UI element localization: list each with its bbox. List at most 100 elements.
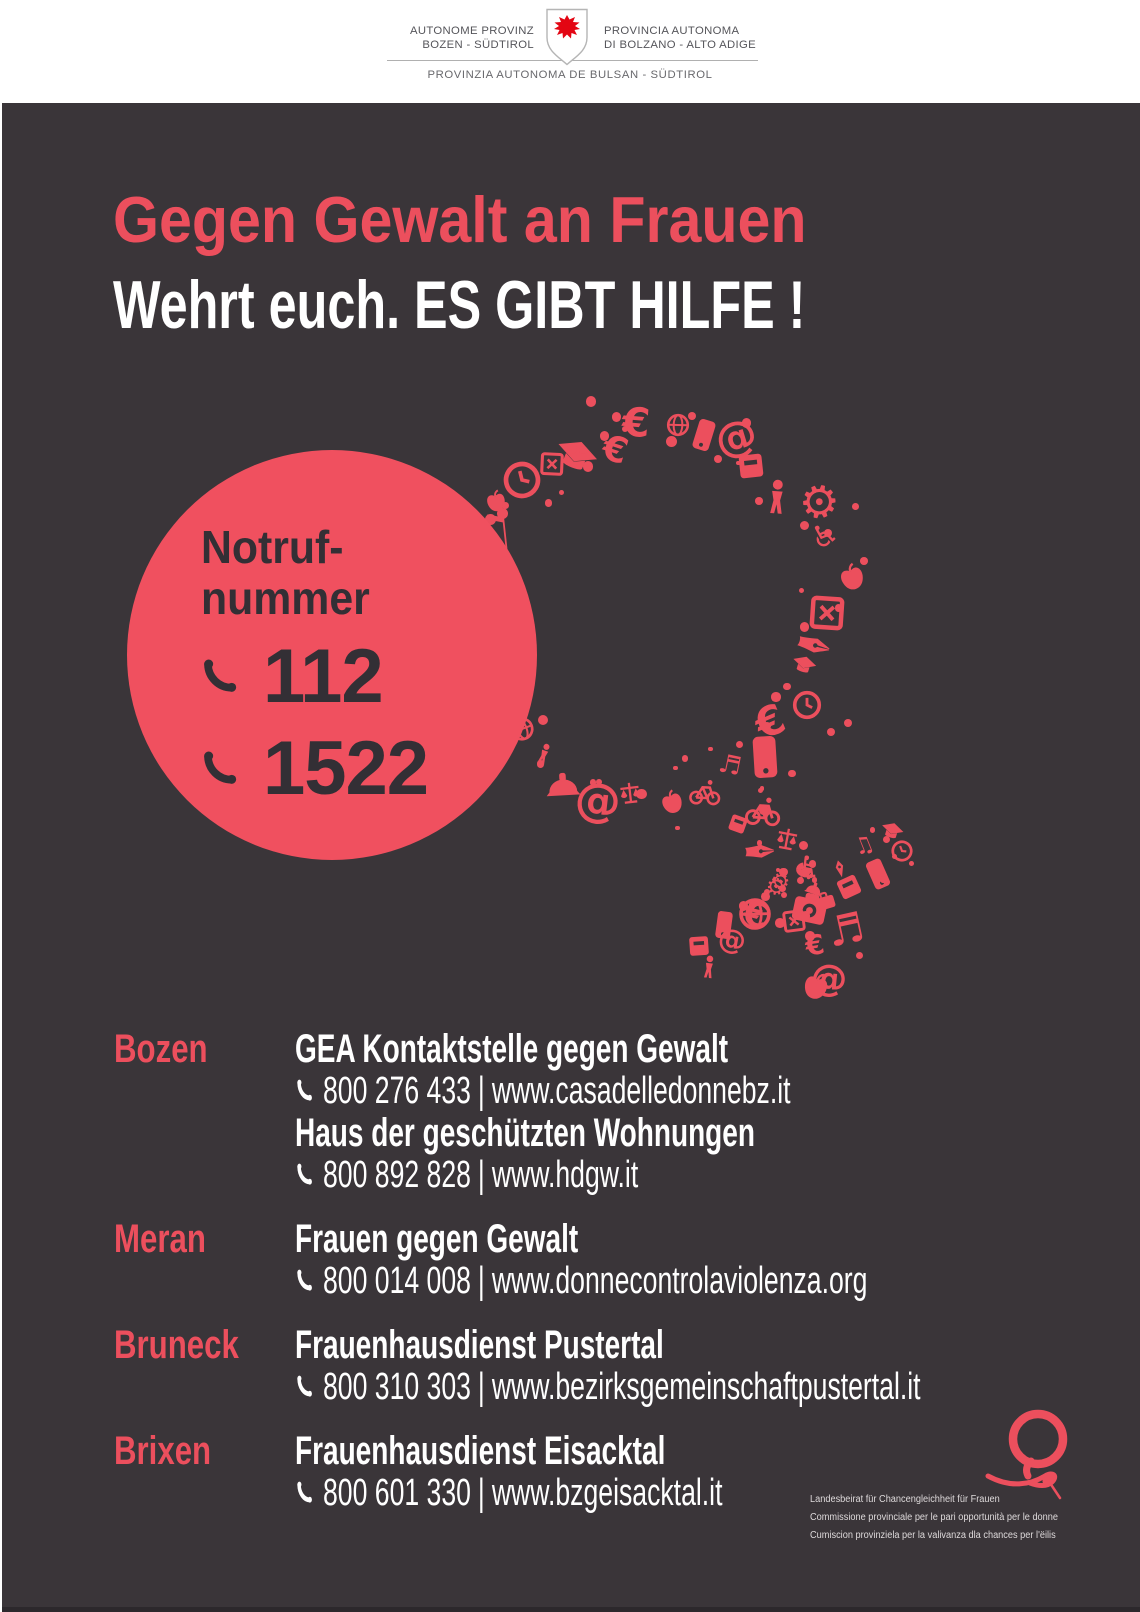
organization-name: GEA Kontaktstelle gegen Gewalt [295, 1027, 729, 1071]
footer-credit-line-lad: Cumiscion provinziela per la valivanza d… [810, 1530, 1056, 1541]
dot-icon [596, 778, 602, 785]
dot-icon [806, 897, 813, 903]
dot-icon [558, 489, 564, 495]
dot-icon [589, 778, 597, 786]
city-label: Bozen [114, 1027, 208, 1071]
dot-icon [585, 396, 596, 407]
smartphone-icon [692, 418, 716, 451]
dot-icon [805, 931, 816, 942]
phone-handset-icon [199, 749, 239, 789]
header-left-line1: AUTONOME PROVINZ [409, 25, 534, 37]
footer-credits: Landesbeirat für Chancengleichheit für F… [810, 1491, 1058, 1545]
dot-icon [855, 951, 863, 960]
organization-name: Frauenhausdienst Pustertal [295, 1323, 664, 1367]
phone-line: 800 601 330 | www.bzgeisacktal.it [295, 1472, 840, 1514]
book-icon [689, 936, 709, 956]
phone-line: 800 310 303 | www.bezirksgemeinschaftpuste… [295, 1366, 921, 1408]
emergency-number-circle: Notruf- nummer 112 1522 [127, 450, 537, 860]
bicycle-icon [744, 797, 781, 827]
apple-icon [487, 489, 505, 512]
header-right-line2: DI BOLZANO - ALTO ADIGE [604, 38, 757, 51]
dot-icon [778, 867, 788, 877]
pen-nib-icon [835, 860, 843, 878]
at-sign-icon: @ [715, 920, 749, 958]
dot-icon [775, 867, 780, 872]
divider: | [477, 1260, 485, 1302]
dot-icon [852, 503, 860, 510]
female-symbol-mosaic: €@⚙♿✒€♬@@⚙♫€✒⚙♿♬€@♫⚙€@ [2, 103, 1140, 1612]
contact-section-bruneck: Bruneck Frauenhausdienst Pustertal 800 310… [114, 1324, 1074, 1408]
contact-entries: Frauenhausdienst Pustertal 800 310 303 | ww… [295, 1324, 1140, 1408]
header-bottom-text: PROVINZIA AUTONOMA DE BULSAN - SÜDTIROL [427, 69, 713, 81]
dot-icon [860, 557, 868, 565]
apple-icon [662, 789, 682, 814]
smartphone-icon [752, 735, 778, 778]
dot-icon [800, 521, 810, 531]
dot-icon [501, 502, 509, 510]
contacts: Bozen GEA Kontaktstelle gegen Gewalt 800 2… [114, 1028, 1074, 1536]
website: www.hdgw.it [491, 1154, 639, 1196]
website: www.donnecontrolaviolenza.org [491, 1260, 868, 1302]
dot-icon [880, 876, 887, 883]
contact-section-brixen: Brixen Frauenhausdienst Eisacktal 800 601 … [114, 1430, 1074, 1514]
dot-icon [675, 825, 680, 831]
dot-icon [909, 861, 915, 866]
dot-icon [824, 529, 833, 538]
dot-icon [799, 622, 809, 632]
organization-name: Haus der geschützten Wohnungen [295, 1111, 755, 1155]
dot-icon [756, 839, 763, 846]
poster-bottom-edge [2, 1607, 1140, 1612]
phone-handset-icon [295, 1480, 313, 1506]
header-left-text: AUTONOME PROVINZ BOZEN - SÜDTIROL [368, 25, 534, 52]
dot-icon [496, 508, 508, 519]
dot-icon [759, 805, 769, 816]
dot-icon [536, 760, 545, 769]
city-label: Brixen [114, 1429, 212, 1473]
dot-icon [809, 873, 814, 879]
dot-icon [582, 461, 594, 472]
organization-name: Frauenhausdienst Eisacktal [295, 1429, 666, 1473]
graduation-cap-icon [881, 822, 904, 838]
dot-icon [599, 431, 609, 441]
dot-icon [755, 497, 764, 506]
smartphone-icon [715, 911, 734, 940]
phone-handset-icon [295, 1374, 313, 1400]
province-header: AUTONOME PROVINZ BOZEN - SÜDTIROL PROVIN… [0, 0, 1140, 103]
dot-icon [891, 854, 897, 860]
header-right-text: PROVINCIA AUTONOMA DI BOLZANO - ALTO ADI… [604, 25, 756, 52]
website: www.casadelledonnebz.it [491, 1070, 791, 1112]
phone-line: 800 276 433 | www.casadelledonnebz.it [295, 1070, 840, 1112]
dot-icon [781, 892, 788, 899]
poster-body: €@⚙♿✒€♬@@⚙♫€✒⚙♿♬€@♫⚙€@ Gegen Gewalt an F… [2, 103, 1140, 1612]
phone-number: 800 276 433 [323, 1070, 471, 1112]
clock-icon [891, 840, 913, 862]
footer-credit-line-de: Landesbeirat für Chancengleichheit für F… [810, 1494, 1000, 1505]
contact-section-meran: Meran Frauen gegen Gewalt 800 014 008 | www.… [114, 1218, 1074, 1302]
city-label: Bruneck [114, 1323, 239, 1367]
phone-handset-icon [297, 1163, 312, 1185]
dot-icon [484, 514, 496, 525]
dot-icon [611, 412, 622, 422]
dot-icon [738, 901, 749, 911]
dot-icon [578, 445, 587, 454]
dot-icon [783, 682, 791, 691]
dot-icon [826, 727, 836, 737]
website: www.bzgeisacktal.it [491, 1472, 723, 1514]
dot-icon [763, 888, 770, 895]
emergency-number-row: 1522 [199, 730, 537, 808]
dot-icon [796, 876, 804, 884]
phone-handset-icon [297, 1079, 312, 1101]
briefcase-icon [815, 891, 835, 911]
dot-icon [736, 460, 741, 465]
dot-icon [544, 499, 553, 507]
emergency-number-row: 112 [199, 638, 537, 716]
header-left-line2: BOZEN - SÜDTIROL [422, 38, 534, 51]
person-icon [704, 955, 714, 978]
dot-icon [808, 860, 817, 868]
phone-handset-icon [297, 1269, 312, 1291]
dot-icon [736, 741, 744, 749]
phone-number: 800 310 303 [323, 1366, 471, 1408]
contact-entries: GEA Kontaktstelle gegen Gewalt 800 276 43… [295, 1028, 1074, 1196]
emergency-label-line1: Notruf- [201, 521, 344, 573]
divider: | [477, 1472, 485, 1514]
